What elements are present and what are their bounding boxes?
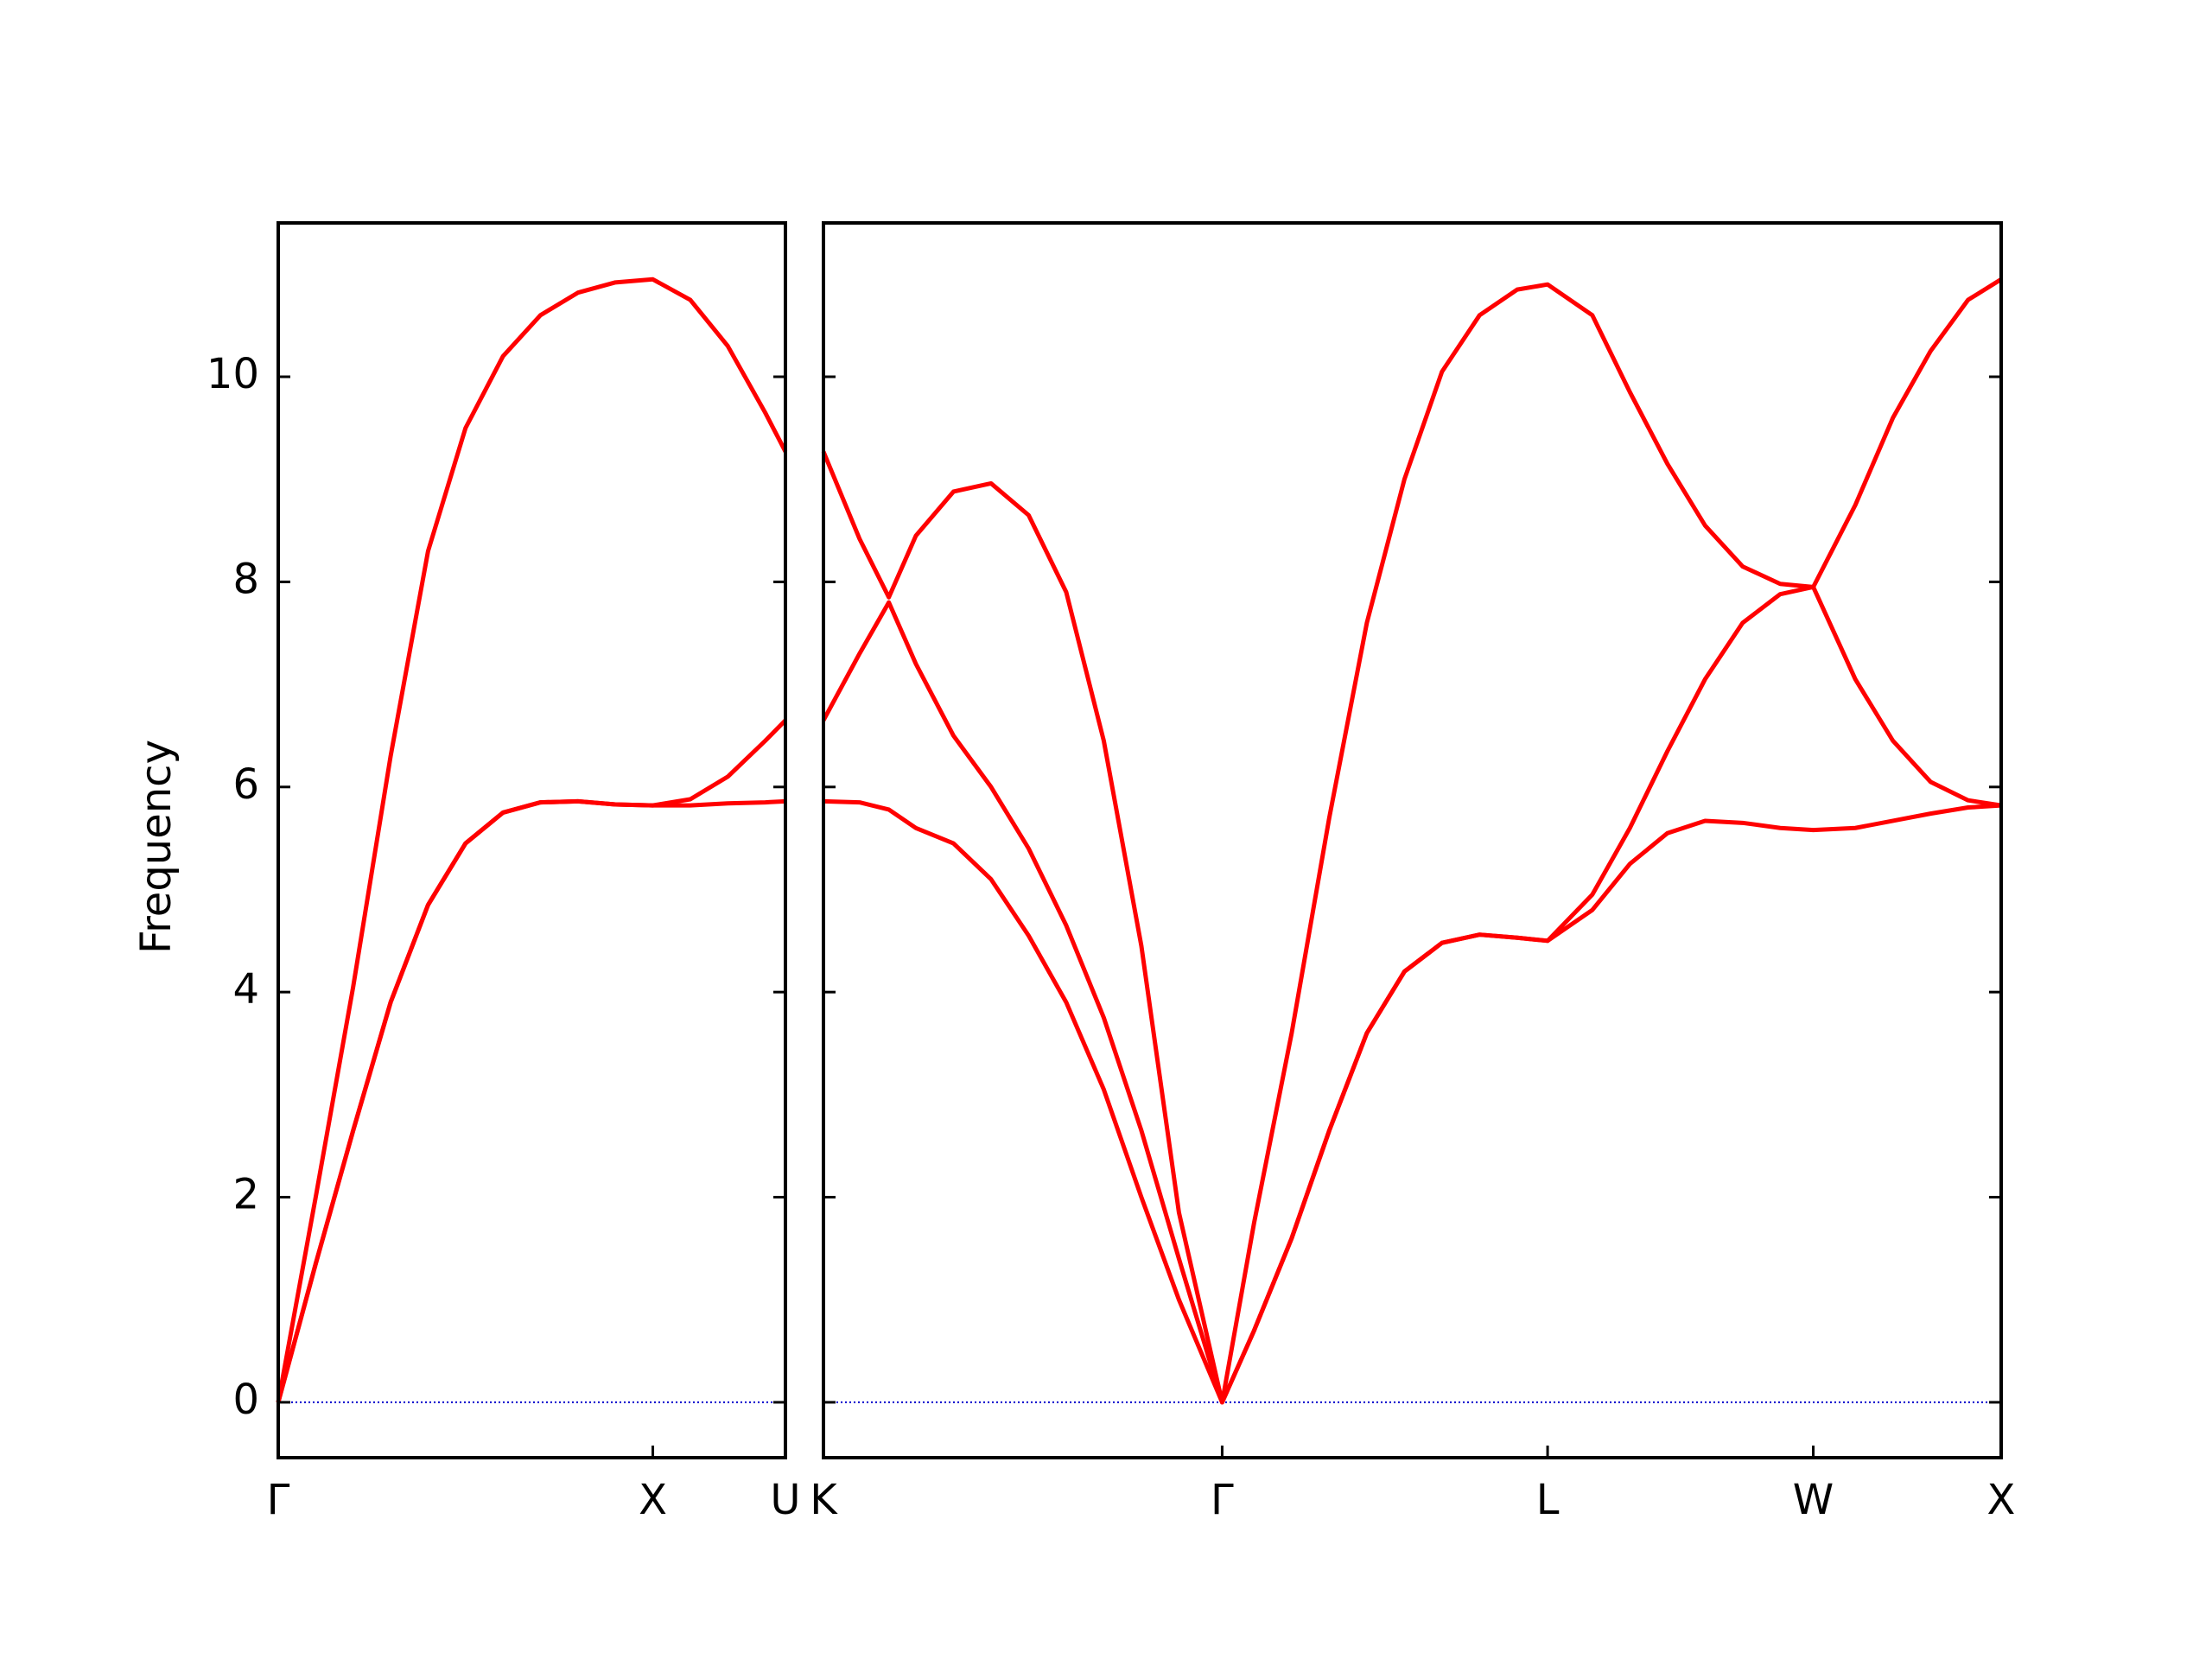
x-tick-label: U xyxy=(770,1476,800,1524)
y-tick-label: 0 xyxy=(232,1376,259,1424)
y-tick-label: 2 xyxy=(232,1171,259,1219)
band-line xyxy=(276,718,787,1403)
y-tick-label: 4 xyxy=(232,965,259,1014)
band-line xyxy=(276,798,786,1403)
x-tick-label: X xyxy=(639,1476,667,1524)
x-tick-label: X xyxy=(1987,1476,2016,1524)
x-tick-label: L xyxy=(1536,1476,1560,1524)
x-tick-label: K xyxy=(810,1476,838,1524)
y-tick-label: 8 xyxy=(232,555,259,603)
plot-frame xyxy=(276,221,787,1459)
band-line xyxy=(821,277,2003,1405)
x-tick-label: Γ xyxy=(267,1476,290,1524)
plot-frame xyxy=(822,221,2003,1459)
y-tick-label: 10 xyxy=(207,350,259,398)
band-line xyxy=(821,584,2002,1405)
band-line xyxy=(276,276,788,1403)
y-tick-label: 6 xyxy=(232,760,259,809)
x-tick-label: W xyxy=(1793,1476,1834,1524)
y-axis-label: Frequency xyxy=(132,740,181,954)
x-tick-label: Γ xyxy=(1211,1476,1234,1524)
band-line xyxy=(823,798,2002,1405)
